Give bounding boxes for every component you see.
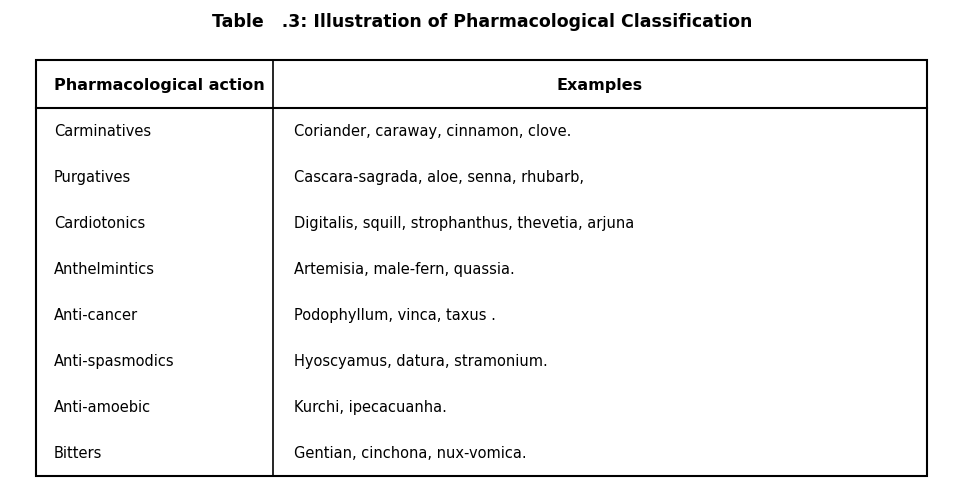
- Bar: [36, 61, 927, 476]
- Text: Bitters: Bitters: [54, 446, 102, 460]
- Text: Purgatives: Purgatives: [54, 170, 131, 185]
- Text: Table   .3: Illustration of Pharmacological Classification: Table .3: Illustration of Pharmacologica…: [212, 13, 752, 31]
- Text: Anti-spasmodics: Anti-spasmodics: [54, 354, 174, 368]
- Text: Podophyllum, vinca, taxus .: Podophyllum, vinca, taxus .: [293, 308, 495, 323]
- Text: Anti-cancer: Anti-cancer: [54, 308, 138, 323]
- Text: Anthelmintics: Anthelmintics: [54, 262, 154, 277]
- Text: Cardiotonics: Cardiotonics: [54, 216, 145, 231]
- Text: Digitalis, squill, strophanthus, thevetia, arjuna: Digitalis, squill, strophanthus, theveti…: [293, 216, 634, 231]
- Text: Examples: Examples: [557, 78, 643, 92]
- Text: Kurchi, ipecacuanha.: Kurchi, ipecacuanha.: [293, 400, 446, 414]
- Text: Anti-amoebic: Anti-amoebic: [54, 400, 150, 414]
- Text: Cascara-sagrada, aloe, senna, rhubarb,: Cascara-sagrada, aloe, senna, rhubarb,: [293, 170, 583, 185]
- Text: Pharmacological action: Pharmacological action: [54, 78, 264, 92]
- Text: Hyoscyamus, datura, stramonium.: Hyoscyamus, datura, stramonium.: [293, 354, 547, 368]
- Text: Coriander, caraway, cinnamon, clove.: Coriander, caraway, cinnamon, clove.: [293, 124, 571, 139]
- Text: Artemisia, male-fern, quassia.: Artemisia, male-fern, quassia.: [293, 262, 514, 277]
- Text: Carminatives: Carminatives: [54, 124, 150, 139]
- Text: Gentian, cinchona, nux-vomica.: Gentian, cinchona, nux-vomica.: [293, 446, 526, 460]
